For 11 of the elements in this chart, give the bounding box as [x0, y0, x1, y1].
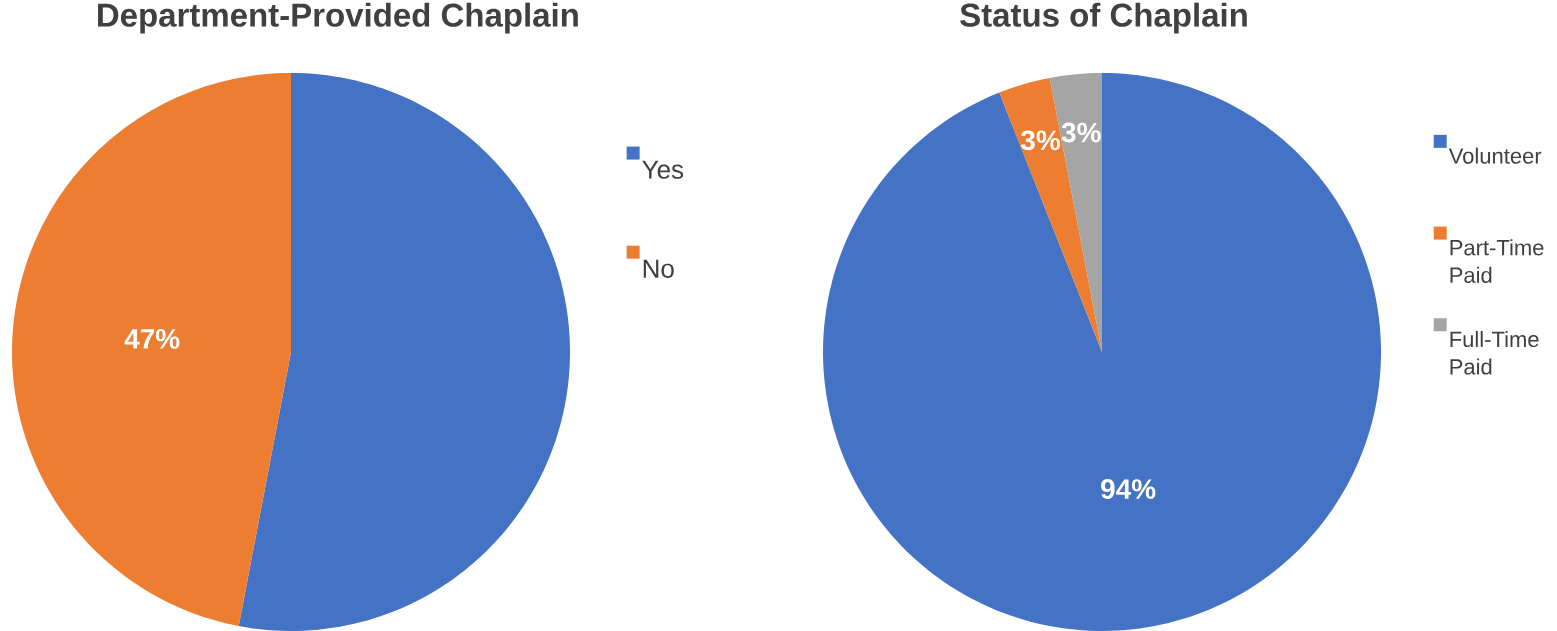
data-label: 3% [1061, 122, 1101, 143]
legend-label: No [643, 259, 674, 278]
chart-title: Status of Chaplain [960, 2, 1247, 34]
legend-label: Part-Time Paid [1450, 239, 1544, 283]
legend-label: Volunteer [1448, 147, 1542, 164]
data-label: 94% [1101, 479, 1156, 499]
data-label: 3% [1020, 130, 1060, 151]
legend-label: Yes [642, 160, 684, 179]
chart-title: Department-Provided Chaplain [98, 2, 578, 34]
data-label: 47% [124, 329, 180, 349]
legend-label: Full-Time Paid [1450, 330, 1539, 375]
